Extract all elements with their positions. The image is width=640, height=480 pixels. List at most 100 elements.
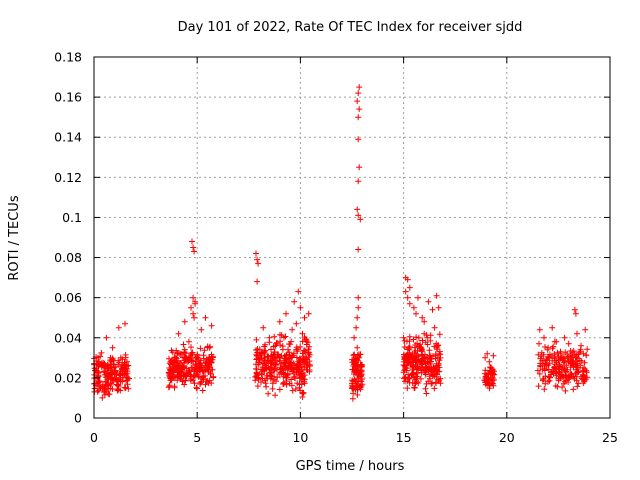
data-point <box>409 366 416 373</box>
data-point <box>490 352 497 359</box>
data-point <box>99 394 106 401</box>
data-point <box>282 363 289 370</box>
data-point <box>558 368 565 375</box>
x-tick-label: 15 <box>396 430 412 445</box>
data-point <box>406 375 413 382</box>
y-axis-ticks: 0 0.02 0.04 0.06 0.08 0.1 0.12 0.14 0.16 0.18 <box>54 50 610 426</box>
data-point <box>168 375 175 382</box>
data-point <box>171 383 178 390</box>
data-point <box>554 349 561 356</box>
data-point <box>350 378 357 385</box>
data-point <box>418 361 425 368</box>
data-point <box>120 362 127 369</box>
data-point <box>301 378 308 385</box>
data-point <box>358 363 365 370</box>
data-point <box>175 350 182 356</box>
data-point <box>193 384 200 391</box>
data-point <box>534 367 541 374</box>
data-point <box>253 365 259 372</box>
data-point <box>488 369 495 376</box>
data-point <box>354 98 361 105</box>
data-point <box>349 395 356 402</box>
data-point <box>253 347 260 353</box>
data-point <box>105 390 112 397</box>
x-tick-label: 10 <box>292 430 308 445</box>
data-point <box>299 350 306 357</box>
data-point <box>107 361 114 368</box>
data-point <box>279 346 286 353</box>
data-point <box>180 341 187 348</box>
data-point <box>269 380 276 387</box>
data-point <box>410 304 417 311</box>
data-point <box>415 334 422 341</box>
data-point <box>422 354 428 361</box>
data-point <box>406 343 413 350</box>
data-point <box>417 358 424 365</box>
data-point <box>482 367 489 374</box>
data-point <box>355 246 362 253</box>
data-point <box>295 366 302 373</box>
data-point <box>119 378 126 385</box>
y-tick-label: 0.14 <box>54 130 82 145</box>
data-point <box>354 206 361 213</box>
data-point <box>574 330 580 337</box>
data-point <box>121 384 128 391</box>
data-point <box>292 375 299 382</box>
data-point <box>580 367 587 374</box>
data-point <box>425 363 432 370</box>
data-point <box>436 331 443 338</box>
x-axis-ticks: 0 5 10 15 20 25 <box>90 57 618 445</box>
data-point <box>265 390 272 397</box>
data-point <box>417 367 424 374</box>
data-point <box>256 346 263 353</box>
data-point <box>268 346 274 353</box>
data-point <box>191 314 198 321</box>
data-point <box>290 352 297 359</box>
data-point <box>98 349 105 356</box>
data-point <box>569 354 576 361</box>
x-tick-label: 25 <box>602 430 618 445</box>
data-point <box>301 347 308 354</box>
data-point <box>584 374 590 381</box>
data-point <box>291 298 298 305</box>
data-point <box>103 334 110 341</box>
data-point <box>545 378 552 385</box>
data-point <box>266 334 273 341</box>
data-point <box>406 284 413 291</box>
data-point <box>356 351 363 358</box>
data-point <box>198 364 204 371</box>
y-tick-label: 0.16 <box>54 90 82 105</box>
data-point <box>268 369 274 376</box>
data-point <box>564 351 571 357</box>
data-point <box>278 332 285 339</box>
data-point <box>434 366 441 373</box>
data-point <box>490 382 497 389</box>
data-point <box>299 373 306 380</box>
data-point <box>354 344 361 351</box>
data-point <box>413 334 420 341</box>
data-point <box>404 294 411 301</box>
data-point <box>405 358 412 365</box>
data-point <box>182 354 189 361</box>
data-point <box>117 354 124 361</box>
data-point <box>253 250 259 257</box>
data-point <box>115 324 122 331</box>
data-point <box>271 349 278 356</box>
data-point <box>401 344 408 350</box>
data-point <box>358 378 365 385</box>
data-point <box>549 357 556 364</box>
data-point <box>353 368 360 374</box>
data-point <box>435 304 442 311</box>
data-point <box>421 330 428 337</box>
data-point <box>433 380 440 387</box>
data-point <box>276 357 283 364</box>
data-point <box>355 114 362 121</box>
data-point <box>286 380 293 387</box>
data-point <box>206 344 213 351</box>
data-point <box>297 304 304 311</box>
data-point <box>284 364 291 371</box>
data-point <box>433 340 440 347</box>
data-point <box>401 375 407 382</box>
data-point <box>281 353 288 360</box>
data-point <box>406 338 413 345</box>
